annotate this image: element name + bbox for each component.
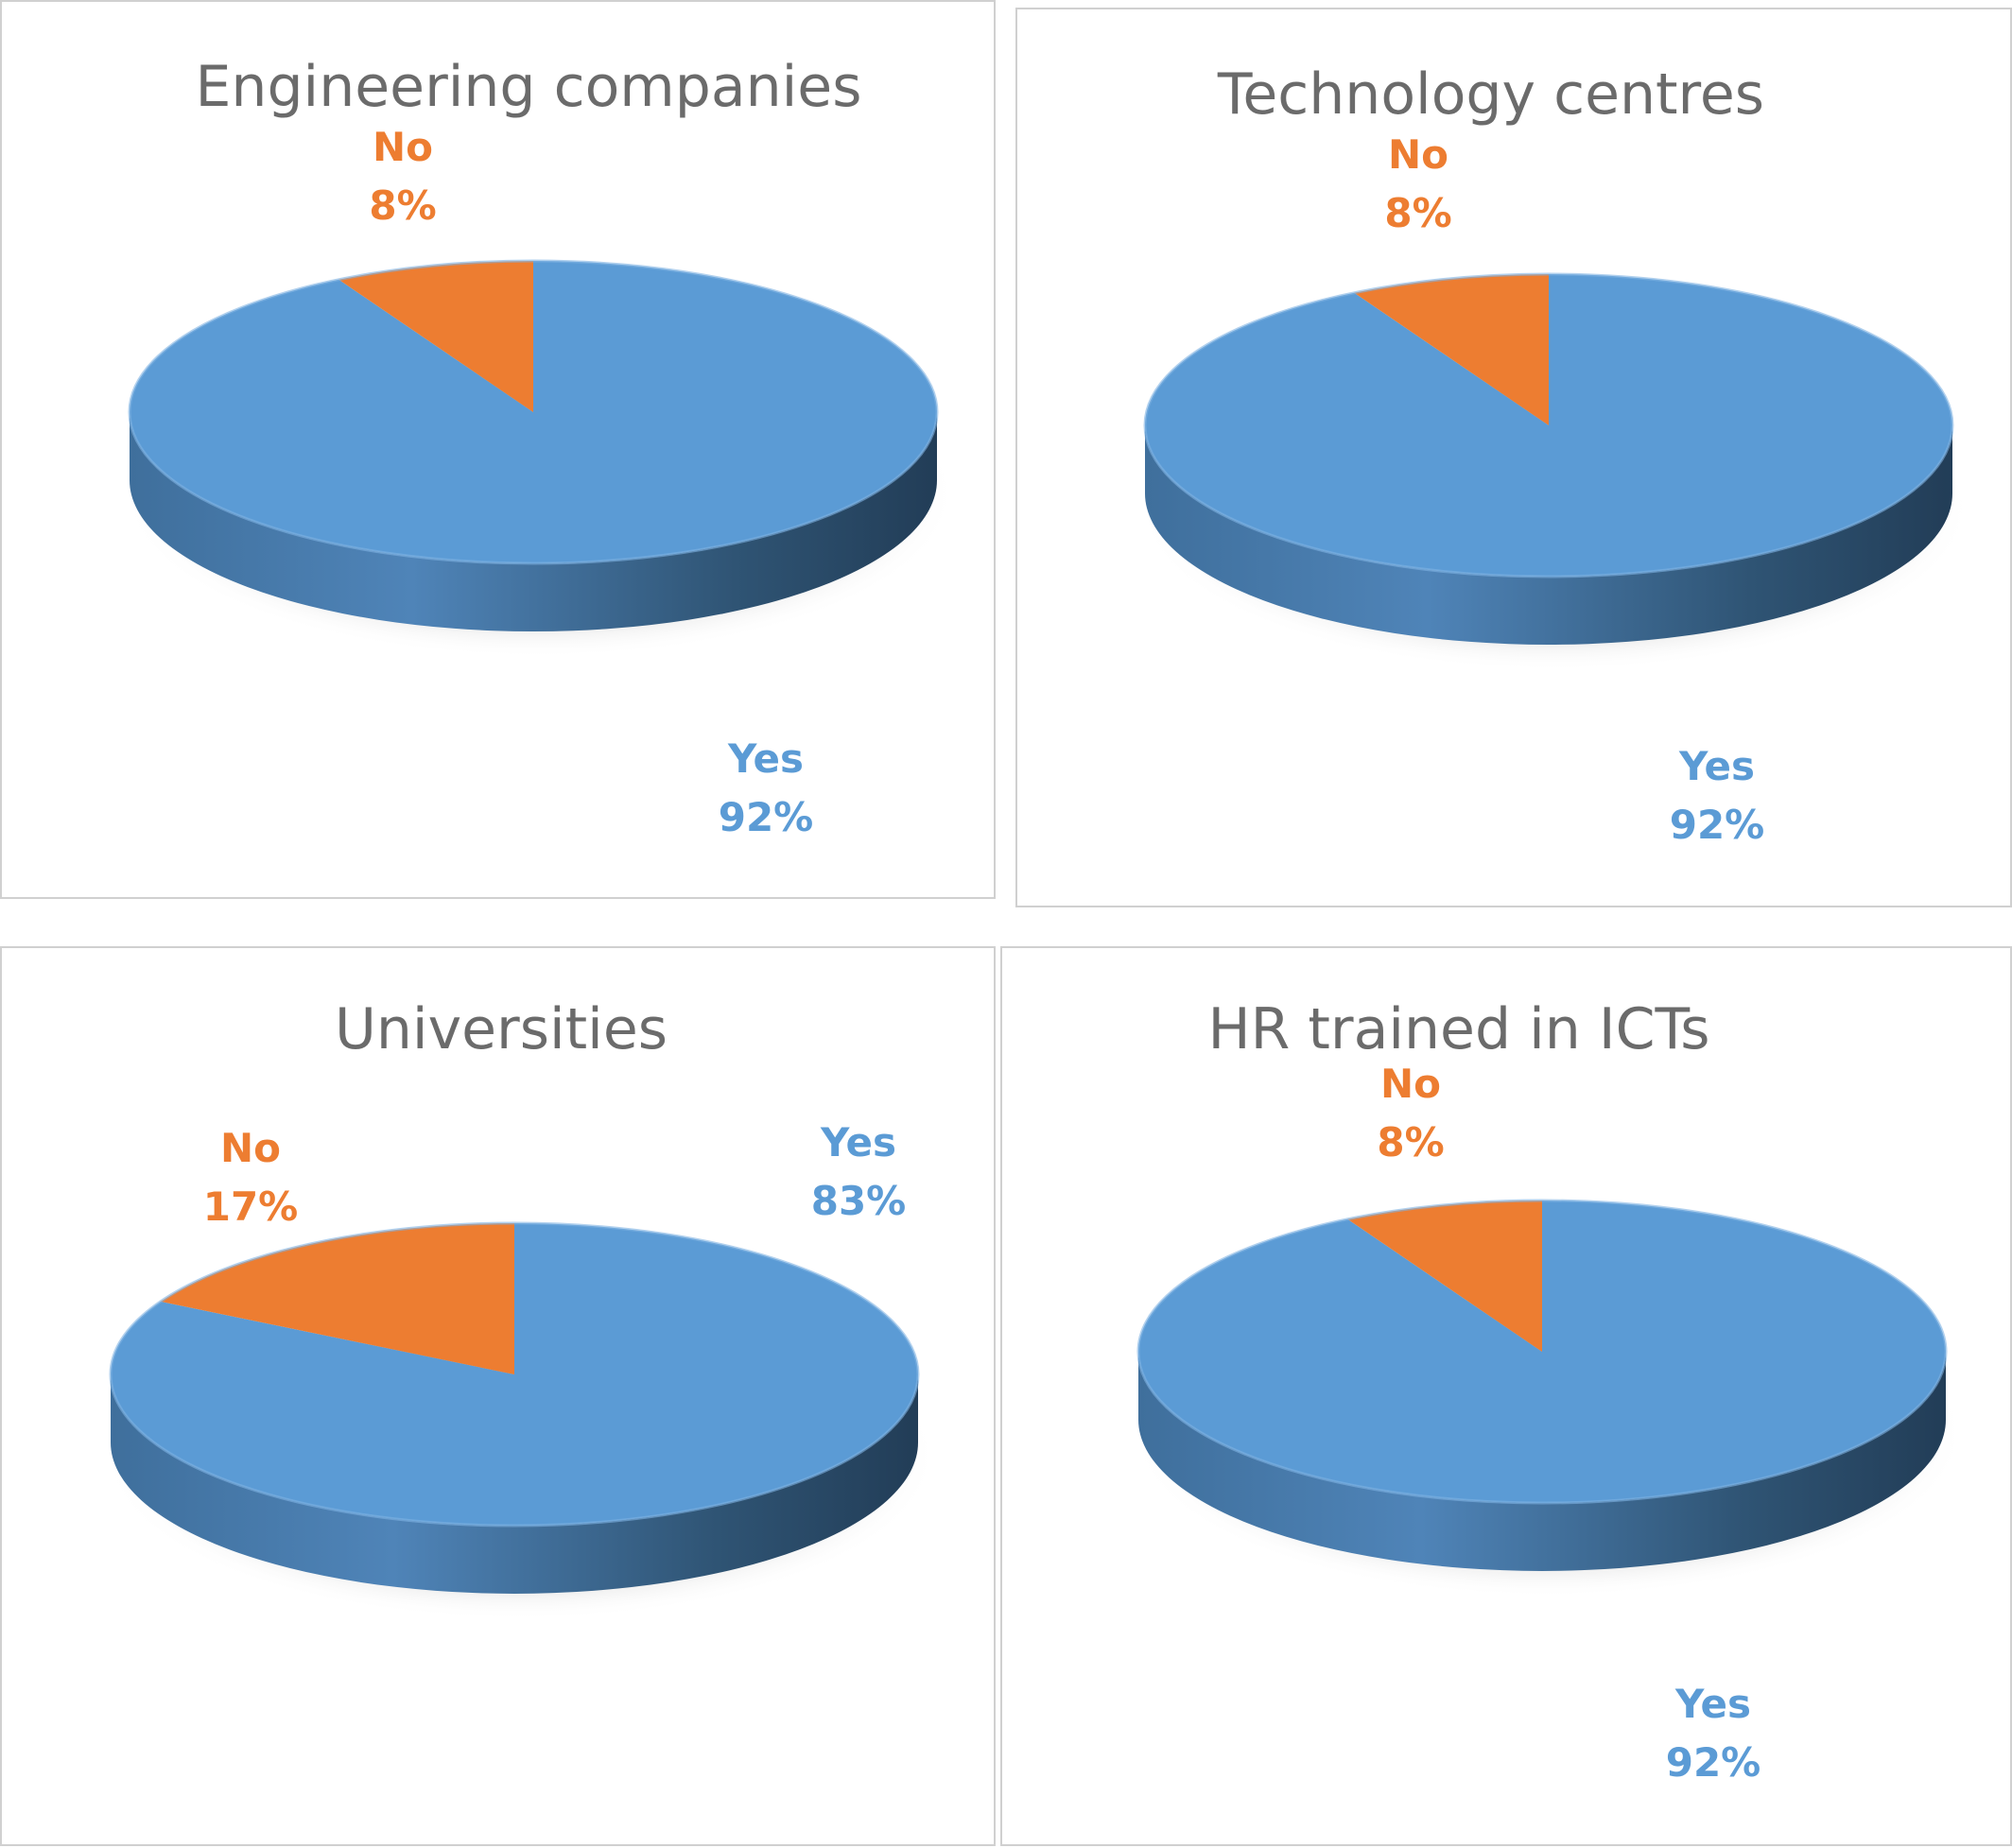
slice-value-no: 8% — [1384, 190, 1451, 236]
chart-panel-hr-trained-in-icts: HR trained in ICTs Yes 92% No 8% — [1000, 946, 2012, 1846]
pie-rim-highlight — [1143, 272, 1954, 579]
pie-side-wall — [130, 412, 937, 631]
slice-value-yes: 92% — [719, 794, 814, 840]
pie-chart-technology-centres: Technology centres Yes 92% No 8% — [1137, 61, 1971, 848]
slice-value-no: 8% — [369, 182, 436, 229]
slice-value-yes: 92% — [1666, 1739, 1761, 1786]
pie-chart-universities: Universities Yes 83% No 17% — [103, 996, 937, 1620]
chart-title: Universities — [335, 996, 668, 1062]
pie-slice-no — [338, 261, 533, 412]
chart-title: Technology centres — [1217, 61, 1764, 128]
slice-label-yes: Yes — [727, 735, 804, 782]
pie-rim-highlight — [109, 1221, 920, 1528]
slice-value-no: 8% — [1377, 1119, 1444, 1166]
pie-chart-hr-trained-in-icts: HR trained in ICTs Yes 92% No 8% — [1131, 996, 1965, 1786]
pie-chart-engineering-companies: Engineering companies Yes 92% No 8% — [122, 54, 956, 840]
slice-value-yes: 92% — [1670, 802, 1765, 848]
pie-slice-no — [1347, 1200, 1542, 1352]
pie-rim-highlight — [128, 259, 939, 565]
slice-label-yes: Yes — [1674, 1681, 1751, 1727]
slice-label-yes: Yes — [820, 1119, 896, 1166]
chart-panel-technology-centres: Technology centres Yes 92% No 8% — [1015, 8, 2012, 907]
slice-label-no: No — [1380, 1061, 1441, 1107]
chart-title: HR trained in ICTs — [1208, 996, 1710, 1062]
pie-side-wall — [111, 1374, 918, 1594]
pie-slice-no — [1354, 274, 1549, 425]
chart-panel-universities: Universities Yes 83% No 17% — [0, 946, 996, 1846]
slice-label-no: No — [1388, 131, 1448, 178]
pie-side-wall — [1145, 425, 1952, 645]
slice-value-yes: 83% — [811, 1178, 907, 1224]
slice-value-no: 17% — [203, 1183, 299, 1230]
slice-label-no: No — [220, 1125, 281, 1171]
slice-label-no: No — [373, 124, 433, 170]
pie-side-wall — [1138, 1352, 1946, 1571]
pie-rim-highlight — [1136, 1199, 1948, 1505]
chart-panel-engineering-companies: Engineering companies Yes 92% No 8% — [0, 0, 996, 899]
slice-label-yes: Yes — [1678, 743, 1755, 789]
chart-title: Engineering companies — [196, 54, 862, 120]
